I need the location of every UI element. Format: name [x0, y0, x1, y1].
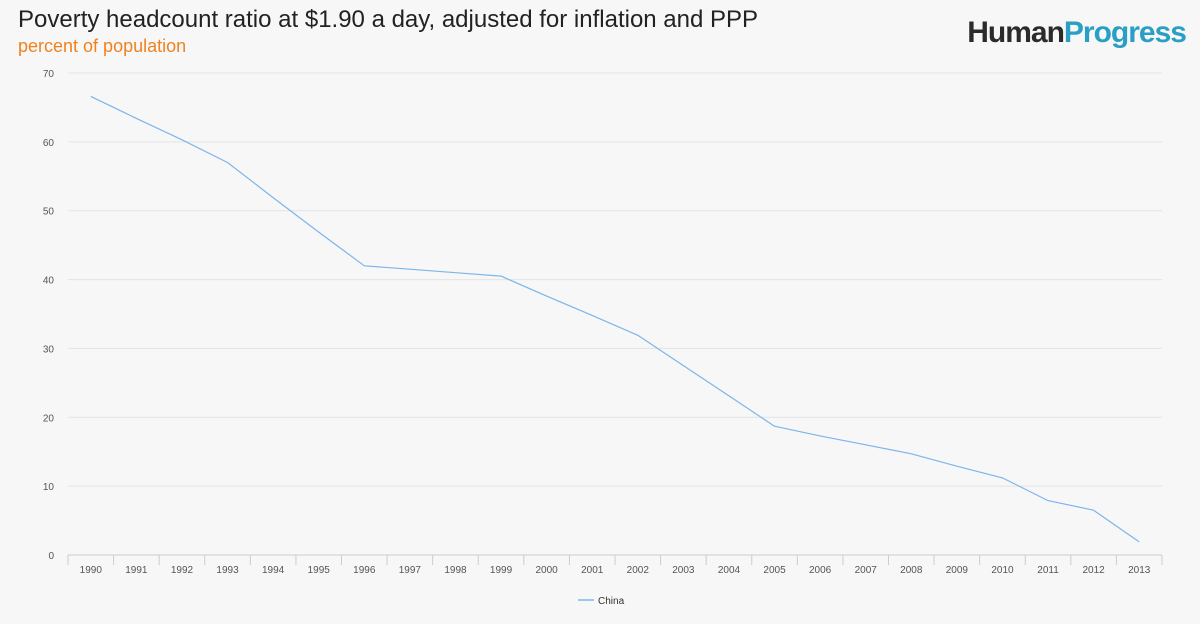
chart-subtitle: percent of population: [18, 36, 187, 56]
x-tick-label: 2011: [1037, 565, 1059, 576]
x-tick-label: 1993: [216, 565, 239, 576]
data-point[interactable]: [88, 93, 94, 99]
x-tick-label: 2012: [1083, 565, 1106, 576]
data-point[interactable]: [225, 160, 231, 166]
y-tick-label: 30: [43, 344, 55, 355]
x-tick-label: 2008: [900, 565, 923, 576]
data-point[interactable]: [726, 393, 732, 399]
data-point[interactable]: [863, 442, 869, 448]
data-point[interactable]: [407, 266, 413, 272]
x-tick-label: 1990: [80, 565, 103, 576]
x-tick-label: 2013: [1128, 565, 1151, 576]
x-tick-label: 2002: [627, 565, 650, 576]
data-point[interactable]: [361, 263, 367, 269]
data-point[interactable]: [772, 423, 778, 429]
data-point[interactable]: [452, 270, 458, 276]
data-point[interactable]: [133, 115, 139, 121]
humanprogress-logo[interactable]: HumanProgress: [967, 16, 1187, 50]
y-tick-label: 20: [43, 413, 55, 424]
data-point[interactable]: [954, 463, 960, 469]
data-point[interactable]: [498, 273, 504, 279]
y-tick-label: 70: [43, 69, 55, 80]
x-tick-label: 1999: [490, 565, 513, 576]
y-tick-label: 40: [43, 276, 55, 287]
data-point[interactable]: [544, 293, 550, 299]
y-tick-label: 50: [43, 207, 55, 218]
data-point[interactable]: [179, 137, 185, 143]
x-tick-label: 2003: [672, 565, 695, 576]
data-point[interactable]: [270, 195, 276, 201]
x-tick-label: 1991: [125, 565, 148, 576]
data-point[interactable]: [1045, 498, 1051, 504]
x-tick-label: 2000: [536, 565, 559, 576]
chart-title: Poverty headcount ratio at $1.90 a day, …: [18, 6, 759, 33]
data-point[interactable]: [999, 475, 1005, 481]
series-line-china[interactable]: [90, 95, 1140, 543]
data-point[interactable]: [316, 229, 322, 235]
data-point[interactable]: [589, 312, 595, 318]
data-point[interactable]: [635, 332, 641, 338]
x-tick-label: 2007: [855, 565, 878, 576]
legend-label[interactable]: China: [598, 596, 625, 607]
x-tick-label: 1994: [262, 565, 285, 576]
data-point[interactable]: [1136, 539, 1142, 545]
x-tick-label: 1996: [353, 565, 376, 576]
x-tick-label: 1995: [308, 565, 331, 576]
x-tick-label: 1998: [444, 565, 467, 576]
logo-text-progress: Progress: [1063, 16, 1187, 49]
series-layer: [88, 93, 1142, 545]
legend[interactable]: China: [578, 596, 625, 607]
data-point[interactable]: [1091, 507, 1097, 513]
y-tick-label: 10: [43, 482, 55, 493]
x-tick-label: 2005: [763, 565, 786, 576]
x-tick-label: 2004: [718, 565, 741, 576]
logo-text-human: Human: [967, 16, 1065, 49]
x-tick-label: 2009: [946, 565, 969, 576]
x-axis: 1990 1991 1992 1993 1994 1995 1996 1997 1998 1999…: [67, 554, 1163, 576]
y-axis: 0 10 20 30 40 50 60 70: [43, 69, 55, 562]
x-tick-label: 2006: [809, 565, 832, 576]
grid-lines: [68, 72, 1162, 556]
x-tick-label: 2010: [991, 565, 1014, 576]
data-point[interactable]: [908, 451, 914, 457]
x-tick-label: 1992: [171, 565, 194, 576]
data-point[interactable]: [817, 433, 823, 439]
x-tick-label: 1997: [399, 565, 422, 576]
y-tick-label: 0: [48, 551, 54, 562]
x-tick-label: 2001: [581, 565, 604, 576]
y-tick-label: 60: [43, 138, 55, 149]
data-point[interactable]: [680, 363, 686, 369]
